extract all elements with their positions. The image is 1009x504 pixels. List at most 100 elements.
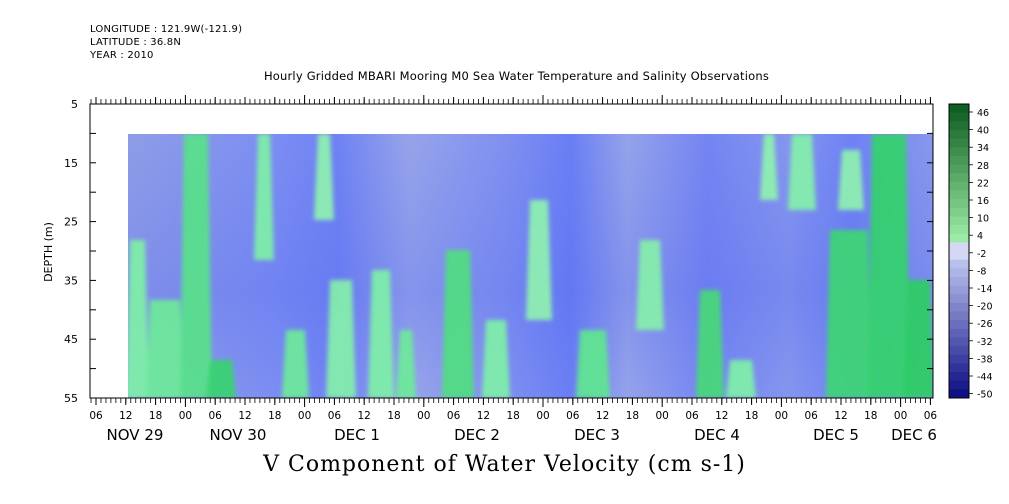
- positive-velocity-band: [206, 360, 236, 398]
- x-tick-label: 06: [685, 410, 699, 422]
- colorbar-label: 34: [977, 143, 989, 154]
- colorbar-segment: [949, 311, 969, 321]
- x-tick-label: 00: [417, 410, 430, 422]
- y-tick-label: 25: [64, 216, 78, 229]
- velocity-field: [128, 134, 933, 398]
- positive-velocity-band: [368, 270, 394, 398]
- colorbar-segment: [949, 216, 969, 226]
- colorbar-segment: [949, 363, 969, 373]
- longitude-label: LONGITUDE : 121.9W(-121.9): [90, 24, 243, 35]
- colorbar: 46 40 34 28 22 16 10 4 -2 -8 -14 -20 -26 -32 -38 -44 -50: [948, 103, 993, 401]
- colorbar-segment: [949, 328, 969, 338]
- y-tick-label: 55: [64, 392, 78, 405]
- colorbar-label: -50: [977, 390, 993, 401]
- x-tick-label: 12: [715, 410, 728, 422]
- x-day-label: DEC 6: [891, 426, 937, 444]
- positive-velocity-band: [788, 134, 816, 210]
- colorbar-label: -32: [977, 337, 993, 348]
- positive-velocity-band: [726, 360, 756, 398]
- colorbar-segment: [949, 173, 969, 183]
- x-tick-label: 12: [477, 410, 490, 422]
- x-tick-label: 12: [238, 410, 251, 422]
- colorbar-segment: [949, 285, 969, 295]
- x-axis: 06 12 18 00 06 12 18 00 06 12 18 00 06 12 18 00 06 12 18 00…: [89, 95, 937, 444]
- colorbar-label: -26: [977, 319, 993, 330]
- colorbar-label: 40: [977, 126, 989, 137]
- colorbar-segment: [949, 147, 969, 157]
- colorbar-segment: [949, 259, 969, 269]
- colorbar-segment: [949, 112, 969, 122]
- colorbar-label: 46: [977, 108, 989, 119]
- positive-velocity-band: [868, 134, 910, 398]
- x-tick-label: 00: [775, 410, 788, 422]
- positive-velocity-band: [146, 300, 184, 398]
- x-tick-label: 06: [209, 410, 223, 422]
- colorbar-segment: [949, 380, 969, 390]
- y-tick-label: 45: [64, 333, 78, 346]
- colorbar-label: 4: [977, 231, 983, 242]
- positive-velocity-band: [396, 330, 416, 398]
- colorbar-segment: [949, 372, 969, 382]
- x-day-label: NOV 30: [210, 426, 267, 444]
- colorbar-label: -38: [977, 354, 993, 365]
- colorbar-frame: [948, 103, 970, 399]
- positive-velocity-band: [760, 134, 778, 200]
- x-tick-label: 18: [268, 410, 281, 422]
- x-tick-label: 18: [626, 410, 639, 422]
- colorbar-segment: [949, 354, 969, 364]
- colorbar-label: 16: [977, 196, 989, 207]
- x-tick-label: 06: [924, 410, 938, 422]
- colorbar-label: -20: [977, 302, 993, 313]
- colorbar-label: -44: [977, 372, 993, 383]
- x-day-label: DEC 5: [813, 426, 859, 444]
- positive-velocity-band: [826, 230, 872, 398]
- year-label: YEAR : 2010: [90, 50, 154, 61]
- colorbar-segment: [949, 207, 969, 217]
- colorbar-segment: [949, 233, 969, 243]
- colorbar-segment: [949, 337, 969, 347]
- x-tick-label: 00: [298, 410, 311, 422]
- positive-velocity-band: [314, 134, 334, 220]
- colorbar-label: -2: [977, 249, 986, 260]
- colorbar-segment: [949, 242, 969, 252]
- positive-velocity-band: [180, 134, 212, 398]
- colorbar-segment: [949, 268, 969, 278]
- colorbar-segment: [949, 164, 969, 174]
- positive-velocity-band: [482, 320, 510, 398]
- positive-velocity-band: [904, 280, 933, 398]
- x-tick-label: 06: [447, 410, 461, 422]
- colorbar-segment: [949, 138, 969, 148]
- x-axis-label: V Component of Water Velocity (cm s-1): [263, 452, 746, 477]
- positive-velocity-band: [636, 240, 664, 330]
- x-tick-label: 00: [656, 410, 669, 422]
- x-tick-label: 12: [596, 410, 609, 422]
- colorbar-segment: [949, 251, 969, 261]
- x-tick-label: 18: [149, 410, 162, 422]
- x-tick-label: 06: [805, 410, 819, 422]
- latitude-label: LATITUDE : 36.8N: [90, 37, 182, 48]
- y-tick-label: 15: [64, 157, 78, 170]
- colorbar-segment: [949, 181, 969, 191]
- colorbar-segment: [949, 294, 969, 304]
- x-tick-label: 18: [507, 410, 520, 422]
- colorbar-segment: [949, 346, 969, 356]
- x-tick-label: 12: [119, 410, 132, 422]
- x-day-label: DEC 4: [694, 426, 740, 444]
- colorbar-segment: [949, 104, 969, 114]
- x-tick-label: 12: [358, 410, 371, 422]
- positive-velocity-band: [526, 200, 552, 320]
- x-tick-label: 00: [179, 410, 192, 422]
- y-axis-label: DEPTH (m): [42, 222, 55, 282]
- x-tick-label: 06: [328, 410, 342, 422]
- colorbar-segment: [949, 320, 969, 330]
- colorbar-label: -14: [977, 284, 993, 295]
- x-tick-label: 06: [566, 410, 580, 422]
- x-tick-label: 00: [536, 410, 549, 422]
- y-tick-label: 35: [64, 274, 78, 287]
- colorbar-label: -8: [977, 266, 986, 277]
- colorbar-label: 22: [977, 178, 989, 189]
- positive-velocity-band: [326, 280, 356, 398]
- x-tick-label: 12: [834, 410, 847, 422]
- positive-velocity-band: [838, 150, 864, 210]
